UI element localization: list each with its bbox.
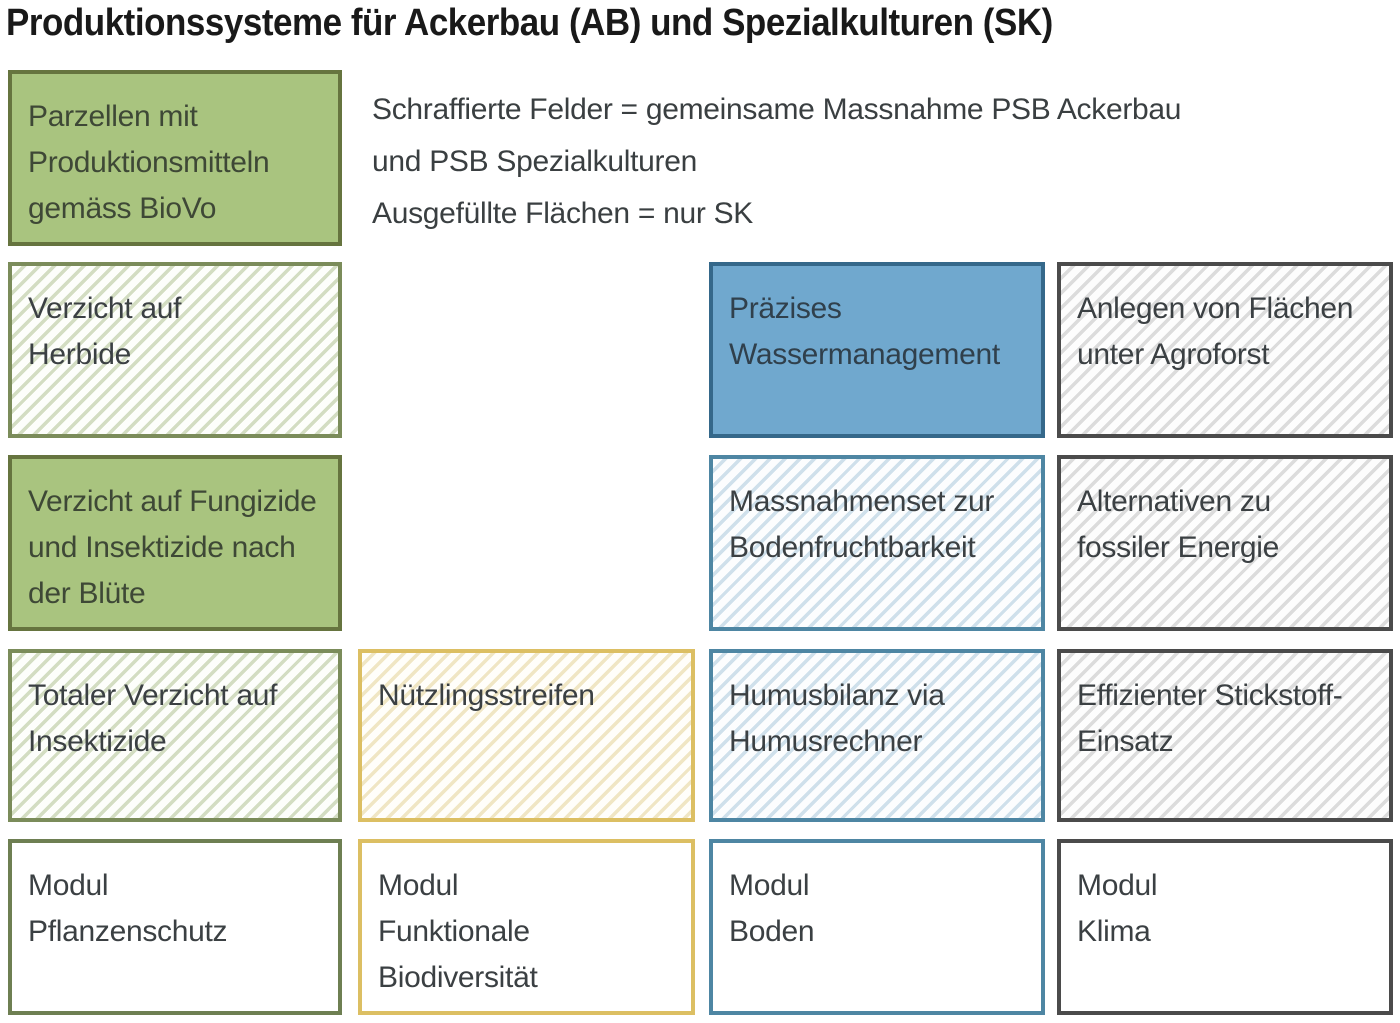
box-alternativen-fossiler-energie: Alternativen zu fossiler Energie <box>1057 455 1393 631</box>
box-label: Massnahmenset zur Bodenfruchtbarkeit <box>729 485 995 564</box>
box-praezises-wassermanagement: Präzises Wassermanagement <box>709 262 1045 438</box>
box-massnahmenset-bodenfruchtbarkeit: Massnahmenset zur Bodenfruchtbarkeit <box>709 455 1045 631</box>
box-verzicht-herbide: Verzicht auf Herbide <box>8 262 342 438</box>
box-label: Modul Pflanzenschutz <box>28 869 228 948</box>
box-label: Humusbilanz via Humusrechner <box>729 679 945 758</box>
box-label: Modul Funktionale Biodiversität <box>378 869 538 994</box>
box-modul-pflanzenschutz: Modul Pflanzenschutz <box>8 839 342 1015</box>
box-agroforst: Anlegen von Flächen unter Agroforst <box>1057 262 1393 438</box>
box-modul-boden: Modul Boden <box>709 839 1045 1015</box>
box-verzicht-fungizide-insektizide: Verzicht auf Fungizide und Insektizide n… <box>8 455 342 631</box>
box-totaler-verzicht-insektizide: Totaler Verzicht auf Insektizide <box>8 649 342 822</box>
box-label: Alternativen zu fossiler Energie <box>1077 485 1279 564</box>
box-label: Verzicht auf Herbide <box>28 292 182 371</box>
box-humusbilanz-humusrechner: Humusbilanz via Humusrechner <box>709 649 1045 822</box>
box-label: Präzises Wassermanagement <box>729 292 1000 371</box>
box-label: Effizienter Stickstoff- Einsatz <box>1077 679 1343 758</box>
box-modul-klima: Modul Klima <box>1057 839 1393 1015</box>
box-label: Anlegen von Flächen unter Agroforst <box>1077 292 1354 371</box>
box-parzellen-produktionsmittel: Parzellen mit Produktionsmitteln gemäss … <box>8 70 342 246</box>
box-label: Totaler Verzicht auf Insektizide <box>28 679 278 758</box>
box-label: Nützlingsstreifen <box>378 679 595 712</box>
page-title: Produktionssysteme für Ackerbau (AB) und… <box>6 2 1053 44</box>
box-label: Verzicht auf Fungizide und Insektizide n… <box>28 485 317 610</box>
box-nuetzlingsstreifen: Nützlingsstreifen <box>358 649 695 822</box>
box-label: Modul Klima <box>1077 869 1158 948</box>
legend-text: Schraffierte Felder = gemeinsame Massnah… <box>372 93 1182 230</box>
box-modul-funktionale-biodiversitaet: Modul Funktionale Biodiversität <box>358 839 695 1015</box>
box-label: Modul Boden <box>729 869 815 948</box>
box-effizienter-stickstoff-einsatz: Effizienter Stickstoff- Einsatz <box>1057 649 1393 822</box>
box-label: Parzellen mit Produktionsmitteln gemäss … <box>28 100 270 225</box>
